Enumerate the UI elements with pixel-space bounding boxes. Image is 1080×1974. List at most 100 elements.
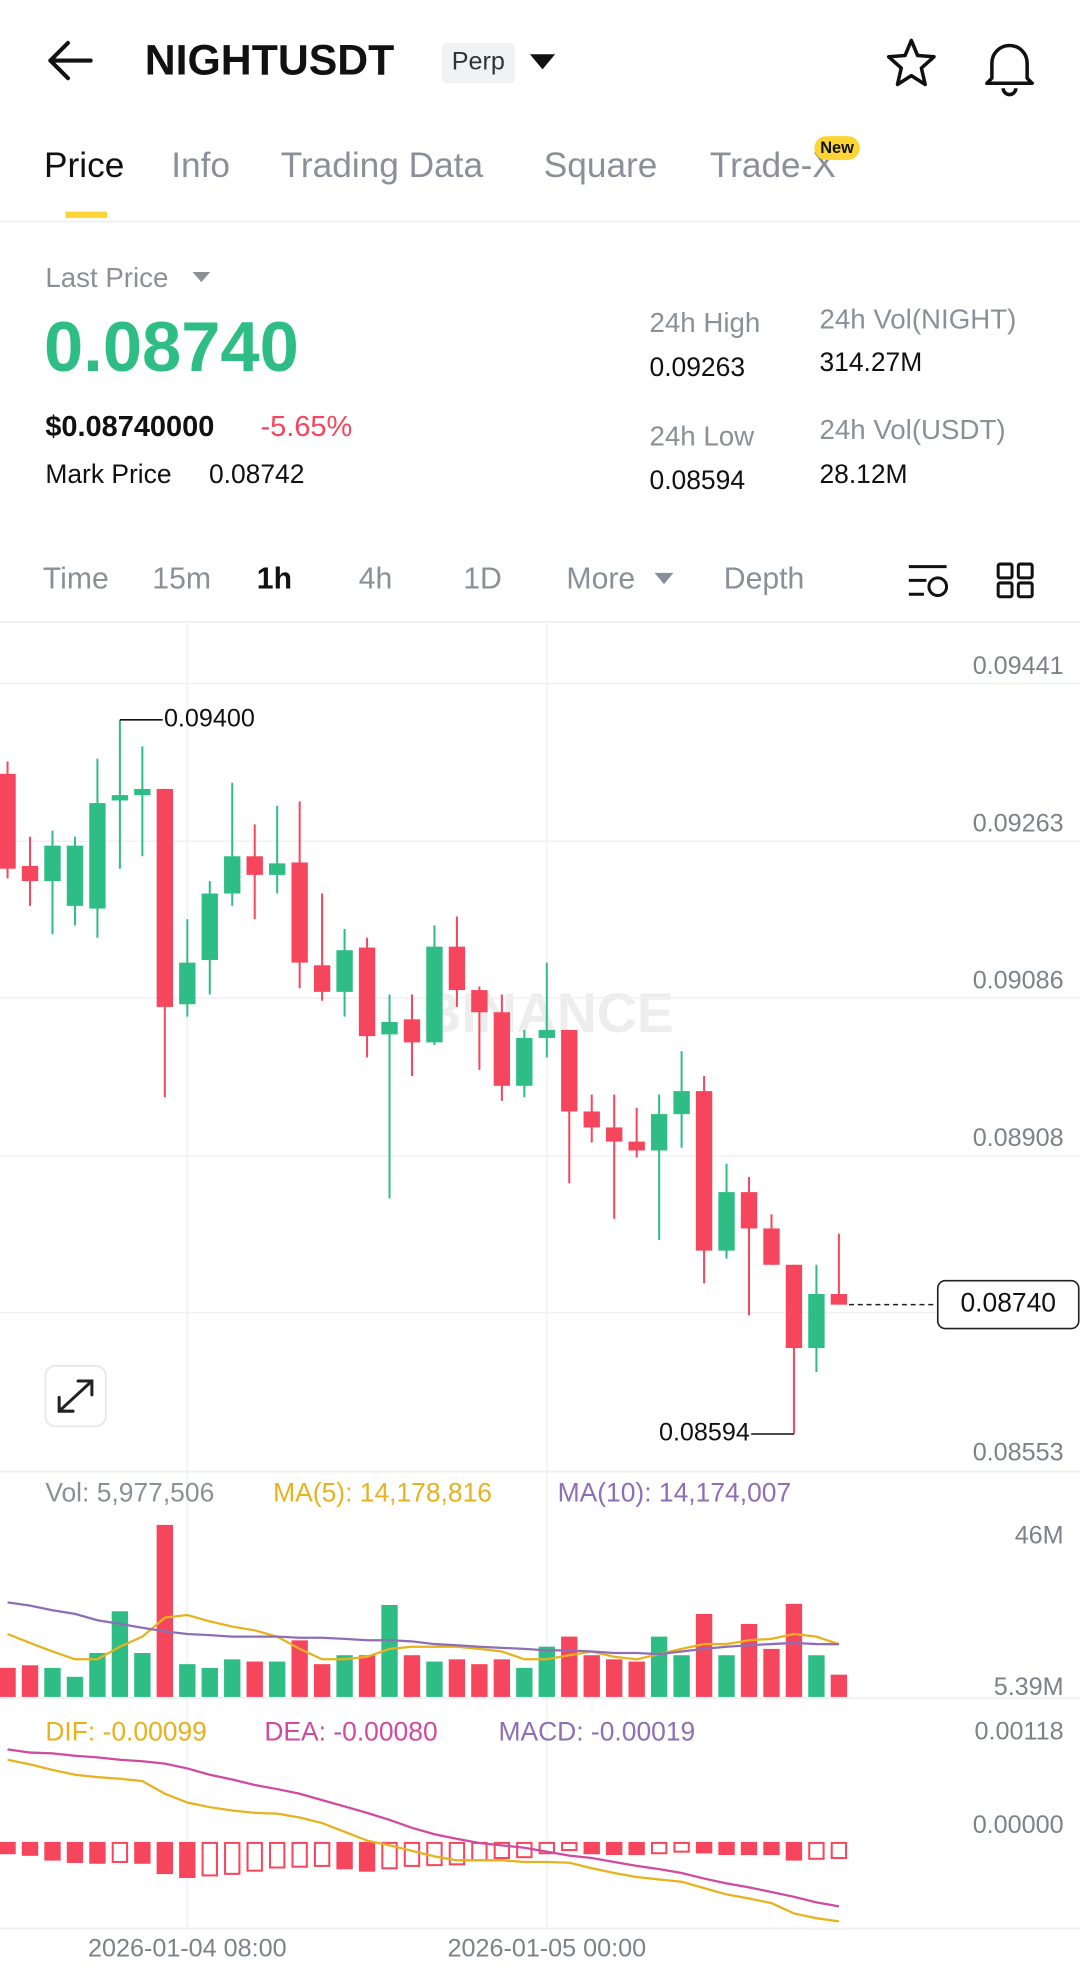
- macd-bar: [66, 1841, 84, 1863]
- volume-bar: [134, 1652, 151, 1697]
- stat-label: 24h Low: [650, 421, 756, 452]
- volume-bar: [606, 1659, 623, 1697]
- interval[interactable]: 1D: [463, 562, 502, 595]
- macd-line: [7, 1748, 840, 1908]
- candle-body: [224, 856, 241, 894]
- volume-bar: [179, 1664, 196, 1697]
- candle-body: [134, 788, 151, 796]
- candle-body: [718, 1192, 735, 1251]
- last-price-tag-label: 0.08740: [960, 1288, 1056, 1318]
- macd-bar: [763, 1841, 780, 1856]
- mark-price-label: Mark Price: [45, 459, 171, 489]
- macd-bar: [695, 1841, 713, 1854]
- macd-bar: [538, 1841, 555, 1855]
- layout-button[interactable]: [996, 562, 1034, 599]
- stat-value: 314.27M: [819, 347, 922, 377]
- candle-body: [650, 1114, 668, 1151]
- macd-bar: [21, 1841, 39, 1856]
- last-price-label[interactable]: Last Price: [45, 262, 168, 293]
- candle-body: [426, 946, 443, 1043]
- tab[interactable]: Info: [171, 146, 230, 185]
- y-tick-label: 0.09086: [973, 966, 1064, 994]
- tab[interactable]: Price: [44, 146, 124, 185]
- tab-indicator: [65, 211, 107, 218]
- candle-body: [448, 946, 466, 991]
- volume-bar: [246, 1661, 263, 1697]
- volume-bar: [628, 1661, 645, 1697]
- last-price-dropdown[interactable]: [192, 272, 211, 283]
- macd-bar: [516, 1841, 533, 1859]
- volume-bar: [291, 1640, 308, 1697]
- interval[interactable]: Depth: [724, 562, 805, 595]
- candle-body: [583, 1111, 600, 1128]
- macd-bar: [313, 1841, 331, 1867]
- charts: 2026-01-04 08:00 2026-01-05 00:00 0.09441 0…: [0, 623, 1080, 1963]
- macd-bar: [134, 1841, 151, 1864]
- interval[interactable]: 4h: [359, 562, 393, 595]
- volume-bar: [695, 1613, 713, 1697]
- candle-body: [381, 1021, 398, 1035]
- y-tick-label: 46M: [1015, 1522, 1064, 1550]
- macd-bar: [44, 1841, 61, 1861]
- candle-body: [808, 1294, 825, 1349]
- tab[interactable]: Trading Data: [281, 146, 484, 185]
- volume-bar: [785, 1603, 803, 1697]
- macd-bar: [606, 1841, 623, 1856]
- macd-bar: [628, 1841, 645, 1856]
- x-tick-label: 2026-01-05 00:00: [447, 1935, 646, 1963]
- volume-bar: [403, 1655, 421, 1697]
- candle-body: [156, 788, 174, 1007]
- volume-bar: [830, 1674, 848, 1697]
- volume-bar: [763, 1648, 780, 1697]
- candle-body: [628, 1141, 645, 1151]
- macd-bar: [561, 1841, 578, 1852]
- candle-body: [201, 893, 218, 960]
- macd-bar: [583, 1841, 600, 1855]
- macd-line: [7, 1758, 840, 1923]
- candle-body: [21, 866, 39, 882]
- macd-bar: [740, 1841, 758, 1856]
- tab[interactable]: Square: [544, 146, 658, 185]
- y-tick-label: 5.39M: [994, 1673, 1064, 1701]
- interval[interactable]: 1h: [257, 562, 292, 595]
- volume-bar: [201, 1667, 218, 1697]
- back-button[interactable]: [48, 40, 93, 81]
- alert-button[interactable]: [985, 43, 1034, 97]
- macd-bar: [471, 1841, 488, 1862]
- x-tick-label: 2026-01-04 08:00: [88, 1935, 287, 1963]
- macd-legend: MACD: -0.00019: [498, 1716, 695, 1746]
- ma10-legend: MA(10): 14,174,007: [558, 1477, 792, 1507]
- volume-bar: [718, 1655, 735, 1697]
- candle-body: [313, 965, 331, 992]
- volume-bar: [471, 1664, 488, 1697]
- interval[interactable]: Time: [43, 562, 109, 595]
- symbol-dropdown[interactable]: [529, 54, 556, 70]
- volume-bar: [538, 1646, 555, 1697]
- volume-bar: [516, 1667, 533, 1697]
- perp-badge: Perp: [452, 48, 505, 76]
- ma-line: [7, 1613, 840, 1661]
- candle-body: [89, 803, 106, 909]
- candle-body: [111, 795, 129, 801]
- volume-bar: [381, 1604, 398, 1697]
- more-dropdown[interactable]: [654, 572, 674, 585]
- interval[interactable]: 15m: [152, 562, 211, 595]
- y-tick-label: 0.00000: [973, 1811, 1064, 1839]
- volume-bar: [336, 1655, 353, 1697]
- expand-button[interactable]: [44, 1364, 107, 1428]
- interval[interactable]: More: [566, 562, 635, 595]
- last-price-tag: [936, 1279, 1080, 1330]
- candle-body: [740, 1192, 758, 1229]
- volume-bar: [650, 1636, 668, 1697]
- volume-bar: [268, 1661, 286, 1697]
- volume-bar: [673, 1655, 690, 1697]
- macd-bar: [650, 1841, 668, 1855]
- annotation-label: 0.09400: [164, 704, 255, 732]
- candle-body: [246, 856, 263, 875]
- tab[interactable]: Trade-X: [710, 146, 836, 185]
- new-badge-bg: [814, 136, 860, 161]
- favorite-button[interactable]: [886, 38, 936, 87]
- indicator-settings[interactable]: [908, 565, 949, 598]
- volume-bar: [313, 1664, 331, 1697]
